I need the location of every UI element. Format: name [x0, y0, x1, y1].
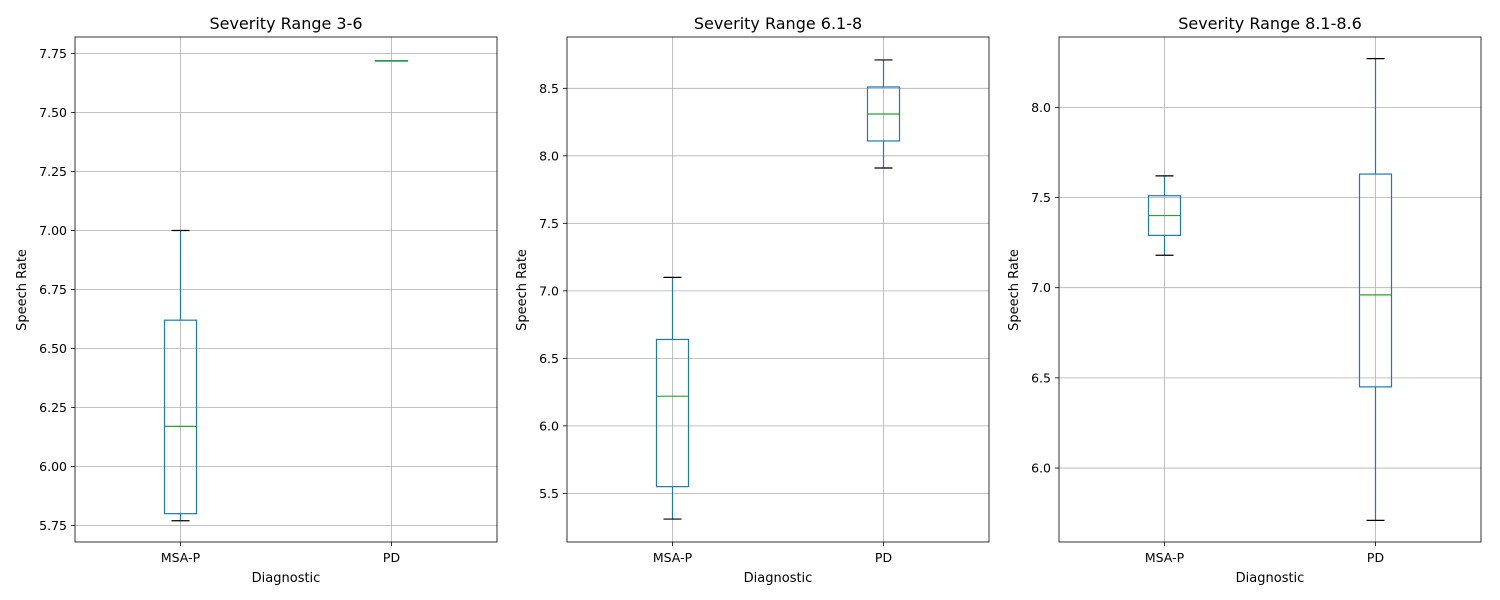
y-axis-label: Speech Rate: [515, 249, 530, 331]
box-pd: [374, 59, 409, 62]
y-tick-label: 6.0: [1031, 461, 1051, 476]
y-tick-label: 7.00: [39, 223, 67, 238]
box-msa-p: [163, 229, 198, 522]
y-tick-label: 6.25: [39, 400, 67, 415]
x-axis-label: Diagnostic: [744, 571, 813, 586]
y-tick-label: 5.5: [539, 486, 559, 501]
y-tick-label: 6.5: [539, 351, 559, 366]
y-tick-label: 7.0: [1031, 280, 1051, 295]
panel-severity-8-1-8-6: Severity Range 8.1-8.6 Diagnostic Speech…: [1007, 14, 1482, 586]
y-tick-label: 7.25: [39, 164, 67, 179]
panel-title: Severity Range 6.1-8: [694, 14, 862, 33]
box-iqr: [655, 338, 690, 488]
x-tick-label: MSA-P: [653, 550, 693, 565]
box-pd: [1358, 58, 1393, 521]
x-tick-label: MSA-P: [161, 550, 201, 565]
y-tick-label: 8.0: [539, 148, 559, 163]
panel-severity-6-1-8: Severity Range 6.1-8 Diagnostic Speech R…: [515, 14, 990, 586]
box-pd: [866, 59, 901, 169]
y-tick-label: 6.50: [39, 341, 67, 356]
plot-frame: [566, 36, 990, 543]
y-tick-label: 8.0: [1031, 100, 1051, 115]
x-axis-label: Diagnostic: [252, 571, 321, 586]
x-axis-label: Diagnostic: [1236, 571, 1305, 586]
y-tick-label: 6.0: [539, 418, 559, 433]
y-tick-label: 5.75: [39, 518, 67, 533]
y-tick-label: 8.5: [539, 81, 559, 96]
y-tick-label: 7.75: [39, 46, 67, 61]
y-tick-label: 7.50: [39, 105, 67, 120]
panel-title: Severity Range 3-6: [209, 14, 362, 33]
box-iqr: [1358, 173, 1393, 388]
grid-lines: [75, 37, 497, 542]
y-tick-label: 7.5: [1031, 190, 1051, 205]
panel-severity-3-6: Severity Range 3-6 Diagnostic Speech Rat…: [15, 14, 498, 586]
x-tick-label: PD: [383, 550, 400, 565]
x-tick-label: PD: [1367, 550, 1384, 565]
y-tick-label: 6.75: [39, 282, 67, 297]
plot-frame: [1058, 36, 1482, 543]
y-tick-label: 7.5: [539, 216, 559, 231]
box-msa-p: [655, 276, 690, 520]
plot-frame: [74, 36, 498, 543]
panel-title: Severity Range 8.1-8.6: [1178, 14, 1362, 33]
x-tick-label: PD: [875, 550, 892, 565]
x-tick-label: MSA-P: [1145, 550, 1185, 565]
box-iqr: [163, 319, 198, 515]
y-tick-label: 6.00: [39, 459, 67, 474]
y-tick-label: 7.0: [539, 283, 559, 298]
grid-lines: [567, 37, 989, 542]
y-tick-label: 6.5: [1031, 370, 1051, 385]
y-axis-label: Speech Rate: [1007, 249, 1022, 331]
box-msa-p: [1147, 175, 1182, 256]
y-axis-label: Speech Rate: [15, 249, 30, 331]
